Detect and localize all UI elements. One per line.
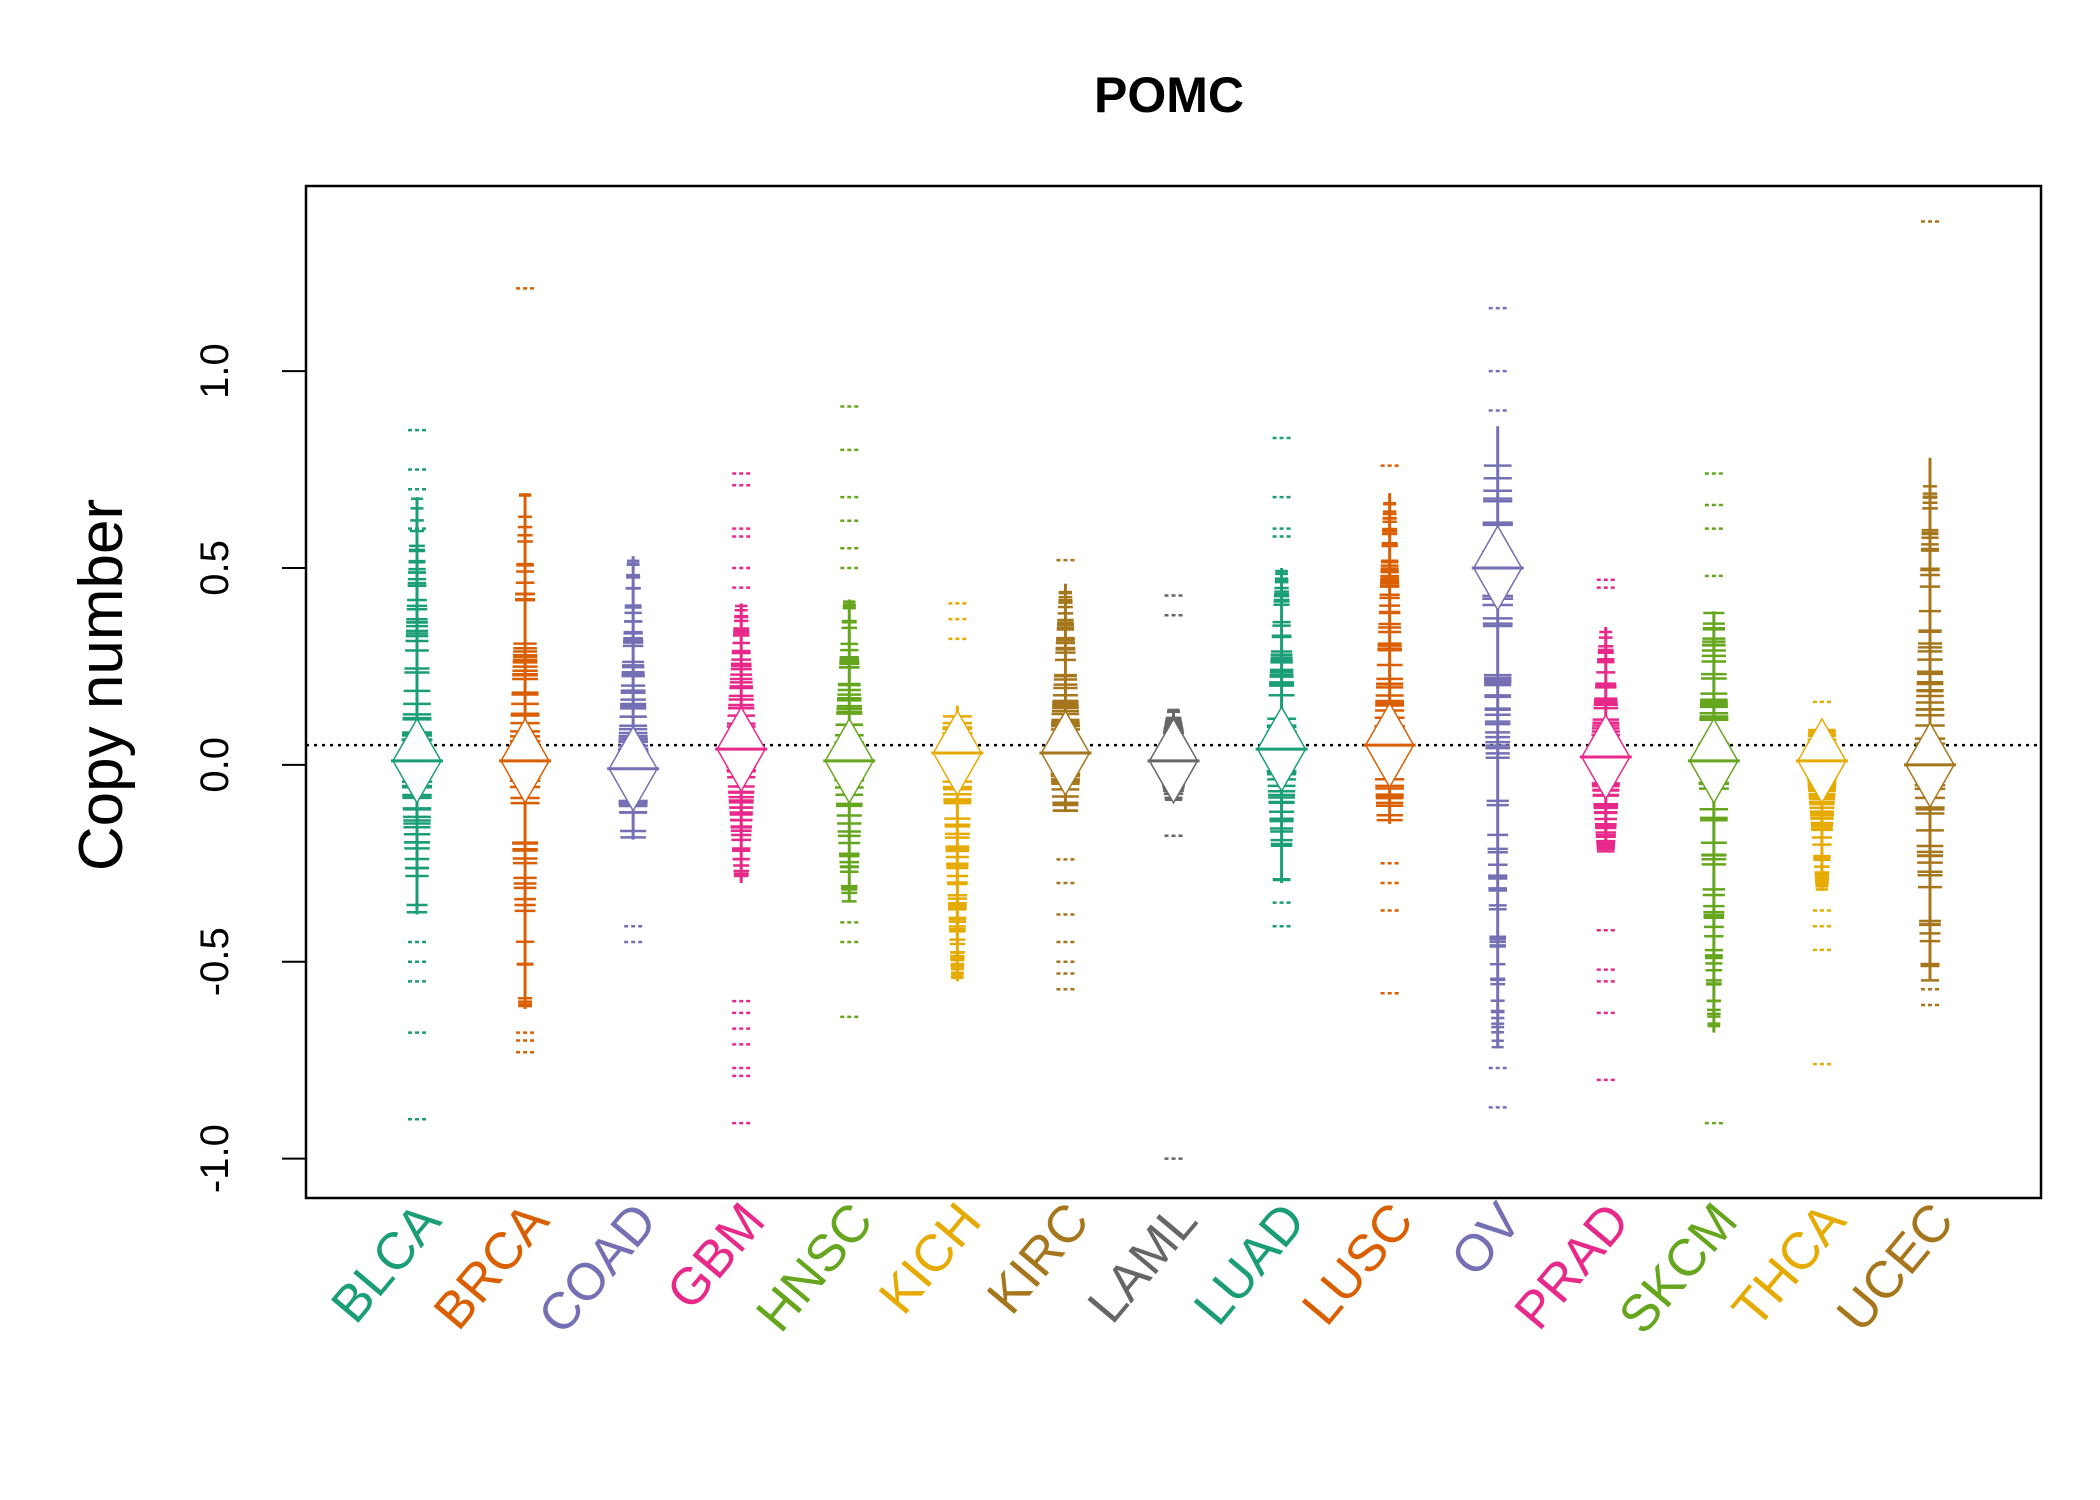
bean-ucec	[1904, 220, 1956, 1007]
y-axis: -1.0 -0.5 0.0 0.5 1.0	[193, 343, 307, 1193]
chart-title: POMC	[1094, 67, 1244, 123]
bean-prad	[1579, 578, 1632, 1082]
bean-skcm	[1687, 472, 1740, 1125]
x-tick-label-skcm: SKCM	[1608, 1192, 1749, 1344]
x-tick-label-coad: COAD	[527, 1192, 668, 1344]
x-tick-label-hnsc: HNSC	[745, 1192, 884, 1342]
bean-hnsc	[823, 405, 876, 1019]
y-tick-label: -1.0	[193, 1124, 237, 1193]
bean-blca	[391, 428, 443, 1121]
x-tick-label-lusc: LUSC	[1291, 1192, 1425, 1336]
y-tick-label: 1.0	[193, 343, 237, 399]
y-tick-label: 0.5	[193, 540, 237, 596]
plot-area	[306, 220, 2041, 1160]
x-tick-label-blca: BLCA	[320, 1192, 452, 1334]
bean-coad	[607, 556, 660, 944]
bean-luad	[1255, 436, 1308, 928]
bean-laml	[1147, 594, 1200, 1160]
x-tick-label-kirc: KIRC	[976, 1192, 1100, 1324]
x-tick-label-ov: OV	[1440, 1192, 1533, 1287]
x-tick-label-thca: THCA	[1722, 1192, 1858, 1338]
bean-lusc	[1363, 464, 1416, 995]
bean-ov	[1471, 306, 1524, 1109]
bean-brca	[499, 287, 552, 1054]
y-tick-label: 0.0	[193, 737, 237, 793]
bean-gbm	[715, 472, 768, 1125]
bean-thca	[1795, 700, 1848, 1066]
x-tick-label-ucec: UCEC	[1826, 1192, 1965, 1342]
x-tick-label-laml: LAML	[1077, 1192, 1209, 1333]
x-tick-label-kich: KICH	[868, 1192, 992, 1324]
x-tick-label-luad: LUAD	[1183, 1192, 1317, 1336]
bean-kich	[931, 602, 984, 982]
y-tick-label: -0.5	[193, 927, 237, 996]
plot-frame	[304, 184, 2043, 1200]
bean-kirc	[1039, 558, 1092, 991]
y-axis-label: Copy number	[67, 499, 136, 871]
